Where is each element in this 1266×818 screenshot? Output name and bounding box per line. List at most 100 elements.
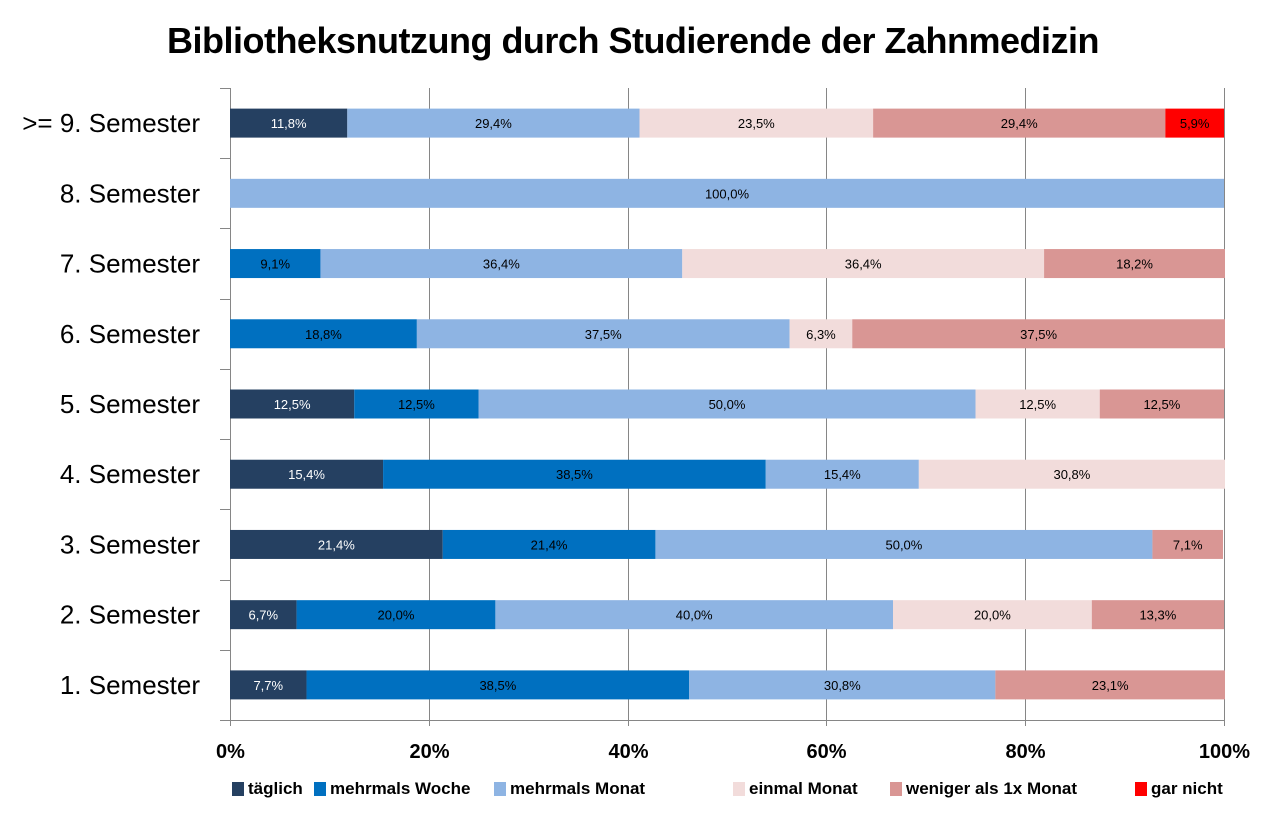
data-label: 30,8% [1053,467,1090,482]
data-label: 15,4% [288,467,325,482]
bar-segment [689,670,996,700]
data-label: 12,5% [274,397,311,412]
bar-segment [852,319,1225,349]
data-label: 23,5% [738,116,775,131]
bar-segment [478,389,976,419]
data-label: 12,5% [1143,397,1180,412]
bar-segment [873,108,1166,138]
legend-swatch [1135,782,1147,796]
bar-segment [230,529,443,559]
category-label: 3. Semester [60,529,201,559]
bar-segment [230,249,321,279]
bar-segment [383,459,766,489]
bar-segment [765,459,919,489]
bar-segment [682,249,1045,279]
data-label: 20,0% [974,608,1011,623]
data-label: 100,0% [705,186,750,201]
x-tick-labels: 0% 20% 40% 60% 80% 100% [216,741,1250,763]
data-label: 6,3% [806,327,836,342]
x-tick-label: 60% [806,741,846,763]
bar-segment [995,670,1225,700]
bar-segment [354,389,479,419]
category-label: 1. Semester [60,670,201,700]
bar-segment [892,600,1092,630]
x-tick-label: 100% [1199,741,1250,763]
bar-segment [1044,249,1225,279]
legend-label: einmal Monat [749,779,858,798]
bar-segment [347,108,640,138]
legend-label: mehrmals Woche [330,779,470,798]
category-label: 5. Semester [60,389,201,419]
data-label: 21,4% [531,537,568,552]
legend-swatch [314,782,326,796]
data-label: 30,8% [824,678,861,693]
bar-segment [416,319,790,349]
data-label: 18,8% [305,327,342,342]
bar-segment [1091,600,1224,630]
data-label: 40,0% [676,608,713,623]
bar-segment [918,459,1225,489]
bar-segment [230,389,355,419]
data-label: 37,5% [1020,327,1057,342]
category-label: 4. Semester [60,459,201,489]
bar-segment [655,529,1153,559]
data-label: 50,0% [885,537,922,552]
legend-swatch [494,782,506,796]
data-label: 21,4% [318,537,355,552]
data-label: 38,5% [556,467,593,482]
bar-segment [320,249,683,279]
category-label: 2. Semester [60,600,201,630]
data-label: 36,4% [845,257,882,272]
legend-swatch [890,782,902,796]
bar-segment [1099,389,1224,419]
legend-label: weniger als 1x Monat [905,779,1077,798]
category-labels: >= 9. Semester 8. Semester 7. Semester 6. S… [22,108,200,700]
bar-segment [230,319,417,349]
bar-segment [1152,529,1224,559]
data-label: 29,4% [475,116,512,131]
data-label: 7,1% [1173,537,1203,552]
category-label: 8. Semester [60,178,201,208]
x-tick-label: 40% [608,741,648,763]
bar-segment [230,670,307,700]
legend-label: täglich [248,779,303,798]
data-label: 50,0% [709,397,746,412]
bar-segment [296,600,496,630]
chart-title: Bibliotheksnutzung durch Studierende der… [166,20,1100,61]
data-label: 12,5% [398,397,435,412]
data-label: 7,7% [253,678,283,693]
data-label: 18,2% [1116,257,1153,272]
bar-segment [306,670,690,700]
category-label: 7. Semester [60,249,201,279]
x-tick-label: 20% [409,741,449,763]
data-label: 12,5% [1019,397,1056,412]
legend: täglich mehrmals Woche mehrmals Monat einma… [232,779,1223,798]
data-label: 11,8% [271,116,307,131]
data-label: 37,5% [585,327,622,342]
bar-segment [975,389,1100,419]
data-label: 20,0% [378,608,415,623]
bar-segment [789,319,853,349]
legend-swatch [232,782,244,796]
legend-label: gar nicht [1151,779,1223,798]
bar-segment [230,459,384,489]
category-label: >= 9. Semester [22,108,200,138]
bar-segment [639,108,874,138]
bar-segment [1165,108,1224,138]
bar-segment [495,600,893,630]
legend-swatch [733,782,745,796]
x-tick-label: 80% [1005,741,1045,763]
data-label: 9,1% [260,257,290,272]
data-label: 15,4% [824,467,861,482]
bar-segment [230,600,297,630]
data-label: 6,7% [248,608,278,623]
data-label: 13,3% [1139,608,1176,623]
data-label: 36,4% [483,257,520,272]
data-label: 23,1% [1092,678,1129,693]
legend-label: mehrmals Monat [510,779,645,798]
bar-segment [442,529,656,559]
x-tick-label: 0% [216,741,245,763]
data-label: 38,5% [479,678,516,693]
category-label: 6. Semester [60,319,201,349]
